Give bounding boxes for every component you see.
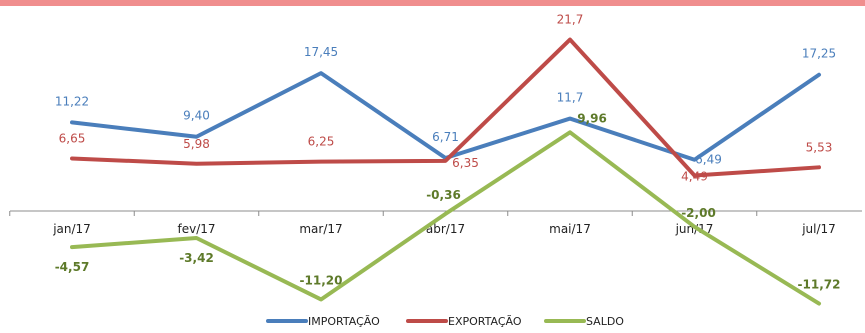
data-label: 6,25 — [308, 135, 335, 149]
data-label: -11,20 — [300, 273, 343, 287]
data-label: 11,22 — [55, 94, 89, 108]
data-label: 9,96 — [577, 111, 607, 125]
legend-item-label: SALDO — [586, 315, 624, 328]
data-label: 11,7 — [557, 91, 584, 105]
data-label: 17,45 — [304, 45, 338, 59]
data-label: -4,57 — [55, 260, 90, 274]
data-label: 17,25 — [802, 47, 836, 61]
x-tick-label: abr/17 — [426, 222, 465, 236]
x-tick-label: jul/17 — [801, 222, 836, 236]
x-tick-label: mar/17 — [299, 222, 342, 236]
legend-item-label: EXPORTAÇÃO — [448, 315, 522, 328]
data-label: -2,00 — [681, 206, 716, 220]
data-label: 6,49 — [695, 153, 722, 167]
data-label: 21,7 — [557, 13, 584, 27]
top-accent-bar — [0, 0, 865, 6]
data-label: -3,42 — [179, 251, 214, 265]
data-label: -0,36 — [426, 188, 461, 202]
data-label: 5,98 — [183, 137, 210, 151]
x-tick-label: jan/17 — [52, 222, 91, 236]
data-label: 6,35 — [452, 156, 479, 170]
series-line-0 — [70, 71, 821, 162]
series-line-2 — [70, 130, 821, 306]
x-tick-label: mai/17 — [549, 222, 591, 236]
data-label: 6,65 — [59, 131, 86, 145]
data-label: 9,40 — [183, 109, 210, 123]
data-label: 4,49 — [681, 170, 708, 184]
data-label: -11,72 — [798, 278, 841, 292]
data-label: 5,53 — [806, 140, 833, 154]
x-tick-label: fev/17 — [177, 222, 215, 236]
legend-item-label: IMPORTAÇÃO — [308, 315, 380, 328]
data-label: 6,71 — [432, 130, 459, 144]
series-line-1 — [70, 37, 821, 178]
